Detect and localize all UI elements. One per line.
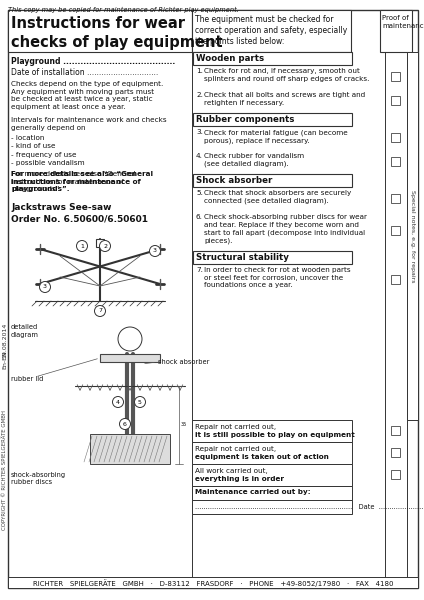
Text: shock absorber: shock absorber [158,359,209,365]
Bar [391,96,400,105]
Text: detailed
diagram: detailed diagram [11,324,39,337]
Bar [192,464,352,486]
Text: 35: 35 [181,422,187,427]
Text: ..........................................................................   Dat: ........................................… [195,504,424,510]
Text: Special notes, e.g. for repairs: Special notes, e.g. for repairs [410,190,415,282]
Text: Checks depend on the type of equipment.
Any equipment with moving parts must
be : Checks depend on the type of equipment. … [11,81,163,110]
Circle shape [118,327,142,351]
Text: 2: 2 [103,244,107,248]
Text: In order to check for rot at wooden parts
or steel feet for corrosion, uncover t: In order to check for rot at wooden part… [204,267,351,289]
Text: Repair not carried out,: Repair not carried out, [195,424,276,430]
Bar [96,239,104,247]
Bar [100,354,160,362]
Text: 7: 7 [98,308,102,313]
Bar [193,52,352,65]
Text: Instructions for wear
checks of play equipment: Instructions for wear checks of play equ… [11,16,223,50]
Text: Playground .......................................: Playground .............................… [11,57,175,66]
Circle shape [100,241,111,251]
Bar [192,442,352,464]
Text: Date of installation ..............................: Date of installation ...................… [11,68,158,77]
Text: For more details see also “General
instructions for maintenance of
playgrounds”.: For more details see also “General instr… [11,171,136,193]
Bar [391,133,400,142]
Text: En-EN: En-EN [3,350,8,370]
Text: 6: 6 [123,421,127,427]
Text: everything is in order: everything is in order [195,476,284,482]
Text: 3: 3 [43,284,47,289]
Text: Check that all bolts and screws are tight and
retighten if necessary.: Check that all bolts and screws are tigh… [204,92,365,106]
Text: Check that shock absorbers are securely
connected (see detailed diagram).: Check that shock absorbers are securely … [204,190,351,204]
Circle shape [134,397,145,407]
Bar [391,426,400,435]
Bar [407,52,418,420]
Bar [90,434,170,464]
Text: Check shock-absorbing rubber discs for wear
and tear. Replace if they become wor: Check shock-absorbing rubber discs for w… [204,214,367,244]
Text: - location
- kind of use
- frequency of use
- possible vandalism: - location - kind of use - frequency of … [11,135,85,166]
Bar [391,194,400,203]
Text: This copy may be copied for maintenance of Richter play equipment.: This copy may be copied for maintenance … [8,7,239,13]
Text: All work carried out,: All work carried out, [195,468,268,474]
Text: Check for material fatigue (can become
porous), replace if necessary.: Check for material fatigue (can become p… [204,129,348,144]
Bar [192,10,351,52]
Text: Check for rot and, if necessary, smooth out
splinters and round off sharp edges : Check for rot and, if necessary, smooth … [204,68,369,82]
Text: 2.: 2. [196,92,203,98]
Circle shape [95,305,106,317]
Bar [193,251,352,264]
Text: 4: 4 [116,400,120,404]
Text: RICHTER   SPIELGERÄTE   GMBH   ·   D-83112   FRASDORF   ·   PHONE   +49-8052/179: RICHTER SPIELGERÄTE GMBH · D-83112 FRASD… [33,579,393,587]
Text: 19.08.2014: 19.08.2014 [3,322,8,358]
Bar [391,275,400,284]
Circle shape [120,419,131,430]
Bar [391,72,400,81]
Text: 6.: 6. [196,214,203,220]
Bar [192,420,352,442]
Text: 1.: 1. [196,68,203,74]
Text: Order No. 6.50600/6.50601: Order No. 6.50600/6.50601 [11,215,148,224]
Text: it is still possible to play on equipment: it is still possible to play on equipmen… [195,432,355,438]
Text: Structural stability: Structural stability [196,253,289,262]
Text: 5: 5 [138,400,142,404]
Text: Wooden parts: Wooden parts [196,54,264,63]
Text: Intervals for maintenance work and checks
generally depend on: Intervals for maintenance work and check… [11,117,167,131]
Text: 3.: 3. [196,129,203,135]
Text: Repair not carried out,: Repair not carried out, [195,446,276,452]
Text: 5.: 5. [196,190,203,196]
Bar [192,500,352,514]
Text: rubber lid: rubber lid [11,376,43,382]
Bar [193,113,352,126]
Text: Check rubber for vandalism
(see detailed diagram).: Check rubber for vandalism (see detailed… [204,153,304,167]
Bar [192,486,352,500]
Bar [8,10,192,52]
Circle shape [150,245,161,257]
Text: For more details see also “General
instructions for maintenance of
playgrounds”.: For more details see also “General instr… [11,171,153,193]
Bar [380,10,412,52]
Text: Maintenance carried out by:: Maintenance carried out by: [195,489,311,495]
Bar [391,448,400,457]
Text: COPYRIGHT © RICHTER SPIELGERÄTE GMBH: COPYRIGHT © RICHTER SPIELGERÄTE GMBH [3,410,8,530]
Circle shape [112,397,123,407]
Text: Proof of
maintenance: Proof of maintenance [382,15,424,28]
Text: Shock absorber: Shock absorber [196,176,272,185]
Text: equipment is taken out of action: equipment is taken out of action [195,454,329,460]
Text: 1: 1 [80,244,84,248]
Text: Jackstraws See-saw: Jackstraws See-saw [11,203,112,212]
Text: shock-absorbing
rubber discs: shock-absorbing rubber discs [11,472,66,485]
Bar [8,577,418,588]
Text: Rubber components: Rubber components [196,115,294,124]
Bar [391,226,400,235]
Bar [193,174,352,187]
Bar [391,157,400,166]
Circle shape [76,241,87,251]
Circle shape [39,281,50,292]
Bar [391,470,400,479]
Text: 7.: 7. [196,267,203,273]
Text: 3: 3 [153,248,157,253]
Text: 4.: 4. [196,153,203,159]
Text: The equipment must be checked for
correct operation and safety, especially
the p: The equipment must be checked for correc… [195,15,347,46]
